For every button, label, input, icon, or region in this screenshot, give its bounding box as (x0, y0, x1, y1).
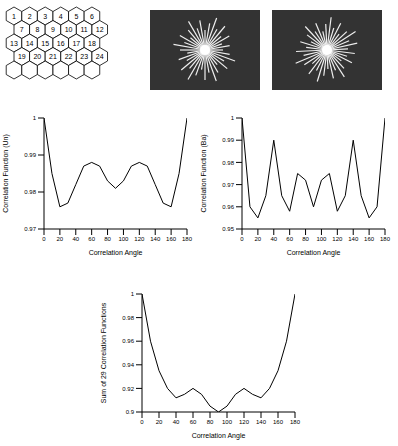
svg-text:60: 60 (286, 236, 293, 242)
svg-text:0.9: 0.9 (126, 409, 135, 415)
svg-text:9: 9 (51, 26, 55, 33)
svg-text:2: 2 (28, 13, 32, 20)
svg-text:0.98: 0.98 (222, 160, 234, 166)
svg-text:80: 80 (104, 236, 111, 242)
svg-text:1: 1 (33, 115, 37, 121)
svg-text:20: 20 (255, 236, 262, 242)
svg-text:100: 100 (316, 236, 327, 242)
svg-text:21: 21 (49, 53, 57, 60)
svg-text:4: 4 (59, 13, 63, 20)
svg-text:1: 1 (231, 115, 235, 121)
svg-text:160: 160 (166, 236, 177, 242)
svg-text:15: 15 (41, 40, 49, 47)
svg-text:0.95: 0.95 (222, 226, 234, 232)
svg-text:60: 60 (88, 236, 95, 242)
svg-text:0.97: 0.97 (222, 182, 234, 188)
svg-text:6: 6 (90, 13, 94, 20)
svg-text:24: 24 (96, 53, 104, 60)
svg-text:0.92: 0.92 (122, 386, 134, 392)
svg-text:80: 80 (207, 419, 214, 425)
svg-text:0.96: 0.96 (122, 338, 134, 344)
svg-text:20: 20 (57, 236, 64, 242)
svg-text:Correlation Angle: Correlation Angle (287, 249, 341, 257)
svg-text:140: 140 (150, 236, 161, 242)
svg-text:100: 100 (222, 419, 233, 425)
svg-text:Correlation Angle: Correlation Angle (89, 249, 143, 257)
svg-text:19: 19 (18, 53, 26, 60)
svg-text:60: 60 (190, 419, 197, 425)
svg-text:3: 3 (43, 13, 47, 20)
svg-text:0.99: 0.99 (24, 152, 36, 158)
svg-text:0.98: 0.98 (24, 189, 36, 195)
svg-text:180: 180 (182, 236, 193, 242)
svg-text:0: 0 (42, 236, 46, 242)
svg-text:140: 140 (256, 419, 267, 425)
svg-text:13: 13 (10, 40, 18, 47)
svg-text:22: 22 (65, 53, 73, 60)
svg-text:180: 180 (380, 236, 391, 242)
svg-text:10: 10 (65, 26, 73, 33)
svg-text:0.96: 0.96 (222, 204, 234, 210)
svg-text:140: 140 (348, 236, 359, 242)
svg-text:180: 180 (290, 419, 301, 425)
svg-text:16: 16 (57, 40, 65, 47)
svg-text:Correlation Function (Ba): Correlation Function (Ba) (200, 134, 208, 212)
svg-text:18: 18 (88, 40, 96, 47)
svg-text:40: 40 (72, 236, 79, 242)
svg-text:5: 5 (74, 13, 78, 20)
svg-text:Sum of 29 Correlation Function: Sum of 29 Correlation Functions (100, 302, 107, 403)
svg-text:0.97: 0.97 (24, 226, 36, 232)
svg-text:20: 20 (33, 53, 41, 60)
svg-text:1: 1 (12, 13, 16, 20)
svg-text:Correlation Angle: Correlation Angle (192, 432, 246, 440)
svg-text:120: 120 (239, 419, 250, 425)
svg-text:0.99: 0.99 (222, 137, 234, 143)
svg-text:23: 23 (80, 53, 88, 60)
svg-text:12: 12 (96, 26, 104, 33)
svg-text:14: 14 (26, 40, 34, 47)
svg-text:80: 80 (302, 236, 309, 242)
svg-text:7: 7 (20, 26, 24, 33)
svg-text:17: 17 (72, 40, 80, 47)
svg-text:0: 0 (140, 419, 144, 425)
svg-text:120: 120 (332, 236, 343, 242)
svg-text:20: 20 (156, 419, 163, 425)
svg-text:8: 8 (35, 26, 39, 33)
svg-text:0.98: 0.98 (122, 315, 134, 321)
svg-text:100: 100 (118, 236, 129, 242)
svg-text:0.94: 0.94 (122, 362, 134, 368)
svg-text:Correlation Function (Un): Correlation Function (Un) (2, 134, 10, 213)
svg-text:160: 160 (364, 236, 375, 242)
svg-text:160: 160 (273, 419, 284, 425)
svg-text:0: 0 (240, 236, 244, 242)
svg-text:11: 11 (81, 26, 88, 33)
svg-text:40: 40 (270, 236, 277, 242)
svg-text:40: 40 (173, 419, 180, 425)
svg-text:1: 1 (131, 291, 135, 297)
svg-text:120: 120 (134, 236, 145, 242)
